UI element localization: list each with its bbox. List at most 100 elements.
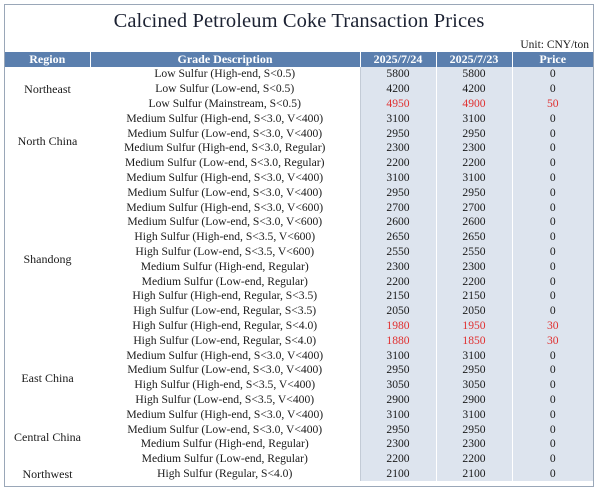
table-row: Medium Sulfur (Low-end, S<3.0, Regular) 2… [5,155,593,171]
price-change-cell: 0 [512,259,593,275]
grade-cell: High Sulfur (High-end, S<3.5, V<400) [90,377,361,393]
price-date-1-cell: 4200 [360,81,437,97]
grade-cell: Medium Sulfur (High-end, S<3.0, Regular) [90,140,361,156]
grade-cell: Medium Sulfur (Low-end, S<3.0, V<400) [90,185,361,201]
price-change-cell: 0 [512,140,593,156]
table-row: Medium Sulfur (Low-end, S<3.0, V<600) 260… [5,214,593,230]
price-change-cell: 0 [512,392,593,408]
price-date-1-cell: 2950 [360,185,437,201]
price-change-cell: 0 [512,111,593,127]
table-row: High Sulfur (High-end, Regular, S<4.0) 19… [5,318,593,334]
grade-cell: High Sulfur (Low-end, S<3.5, V<600) [90,244,361,260]
table-row: Medium Sulfur (High-end, Regular) 2300 230… [5,259,593,275]
price-date-1-cell: 2200 [360,155,437,171]
price-date-2-cell: 2900 [436,392,513,408]
price-change-cell: 0 [512,126,593,141]
table-row: Medium Sulfur (High-end, S<3.0, Regular)… [5,140,593,156]
price-change-cell: 0 [512,229,593,245]
price-date-2-cell: 2300 [436,436,513,452]
price-date-2-cell: 2950 [436,126,513,141]
table-row: Central China Medium Sulfur (High-end, S<… [5,407,593,444]
grade-cell: Medium Sulfur (Low-end, S<3.0, V<600) [90,214,361,230]
price-change-cell: 0 [512,155,593,171]
grade-cell: High Sulfur (Low-end, Regular, S<4.0) [90,333,361,349]
region-cell: Northwest [22,466,73,481]
grade-cell: Medium Sulfur (High-end, S<3.0, V<400) [90,111,361,127]
grade-cell: High Sulfur (High-end, Regular, S<4.0) [90,318,361,334]
price-table: Region Grade Description 2025/7/24 2025/… [5,52,593,482]
price-change-cell: 0 [512,214,593,230]
price-date-2-cell: 1950 [436,318,513,334]
price-date-2-cell: 5800 [436,67,513,82]
price-date-1-cell: 2900 [360,392,437,408]
price-date-2-cell: 2300 [436,140,513,156]
price-date-1-cell: 2300 [360,259,437,275]
header-date-2: 2025/7/23 [436,52,513,67]
grade-cell: Medium Sulfur (High-end, Regular) [90,436,361,452]
price-change-cell: 30 [512,333,593,349]
table-row: Medium Sulfur (Low-end, Regular) 2200 2200… [5,274,593,289]
grade-cell: High Sulfur (Low-end, S<3.5, V<400) [90,392,361,408]
grade-cell: High Sulfur (Regular, S<4.0) [90,466,361,482]
price-date-1-cell: 3100 [360,407,437,423]
price-date-1-cell: 5800 [360,67,437,82]
grade-cell: High Sulfur (Low-end, Regular, S<3.5) [90,303,361,319]
price-date-1-cell: 2050 [360,303,437,319]
table-row: High Sulfur (High-end, S<3.5, V<400) 3050… [5,377,593,393]
price-date-1-cell: 2950 [360,362,437,378]
table-row: Medium Sulfur (Low-end, S<3.0, V<400) 295… [5,422,593,437]
unit-label: Unit: CNY/ton [520,39,589,51]
price-date-1-cell: 3050 [360,377,437,393]
price-table-panel: Calcined Petroleum Coke Transaction Pric… [4,4,594,487]
price-date-2-cell: 3050 [436,377,513,393]
grade-cell: Medium Sulfur (High-end, S<3.0, V<400) [90,348,361,363]
grade-cell: Medium Sulfur (Low-end, S<3.0, V<400) [90,126,361,141]
price-change-cell: 50 [512,96,593,112]
price-date-1-cell: 2950 [360,422,437,437]
price-change-cell: 0 [512,303,593,319]
grade-cell: Low Sulfur (Mainstream, S<0.5) [90,96,361,112]
header-region: Region [5,52,91,67]
price-change-cell: 0 [512,377,593,393]
price-date-1-cell: 2700 [360,200,437,215]
price-date-2-cell: 2550 [436,244,513,260]
grade-cell: High Sulfur (High-end, Regular, S<3.5) [90,288,361,304]
grade-cell: Low Sulfur (High-end, S<0.5) [90,67,361,82]
table-row: Medium Sulfur (Low-end, Regular) 2200 2200… [5,451,593,467]
price-date-2-cell: 2150 [436,288,513,304]
grade-cell: Medium Sulfur (High-end, S<3.0, V<600) [90,200,361,215]
region-cell: East China [21,370,74,385]
price-change-cell: 0 [512,274,593,289]
region-cell: North China [17,133,78,148]
table-row: Medium Sulfur (High-end, S<3.0, V<600) 27… [5,200,593,215]
price-date-2-cell: 3100 [436,111,513,127]
price-change-cell: 0 [512,348,593,363]
table-row: North China Medium Sulfur (High-end, S<3.… [5,111,593,148]
price-date-1-cell: 2300 [360,140,437,156]
table-row: High Sulfur (Low-end, Regular, S<3.5) 205… [5,303,593,319]
region-cell: Central China [14,429,81,444]
price-date-2-cell: 1850 [436,333,513,349]
price-date-2-cell: 2050 [436,303,513,319]
price-date-2-cell: 2700 [436,200,513,215]
price-change-cell: 0 [512,466,593,482]
grade-cell: Low Sulfur (Low-end, S<0.5) [90,81,361,97]
table-row: Medium Sulfur (Low-end, S<3.0, V<400) 295… [5,126,593,141]
price-date-1-cell: 2200 [360,274,437,289]
grade-cell: Medium Sulfur (High-end, S<3.0, V<400) [90,170,361,186]
table-body: Northeast Low Sulfur (High-end, S<0.5) 580… [5,67,593,482]
price-date-2-cell: 2950 [436,185,513,201]
header-price-change: Price [512,52,593,67]
table-row: High Sulfur (Low-end, S<3.5, V<400) 2900 2… [5,392,593,408]
price-date-1-cell: 2150 [360,288,437,304]
grade-cell: Medium Sulfur (Low-end, Regular) [90,274,361,289]
header-date-1: 2025/7/24 [360,52,437,67]
price-date-2-cell: 2600 [436,214,513,230]
price-date-1-cell: 2200 [360,451,437,467]
price-date-1-cell: 2950 [360,126,437,141]
header-row: Region Grade Description 2025/7/24 2025/… [5,52,593,67]
price-change-cell: 0 [512,362,593,378]
price-date-2-cell: 2200 [436,274,513,289]
grade-cell: Medium Sulfur (Low-end, S<3.0, V<400) [90,422,361,437]
table-row: Medium Sulfur (Low-end, S<3.0, V<400) 295… [5,362,593,378]
